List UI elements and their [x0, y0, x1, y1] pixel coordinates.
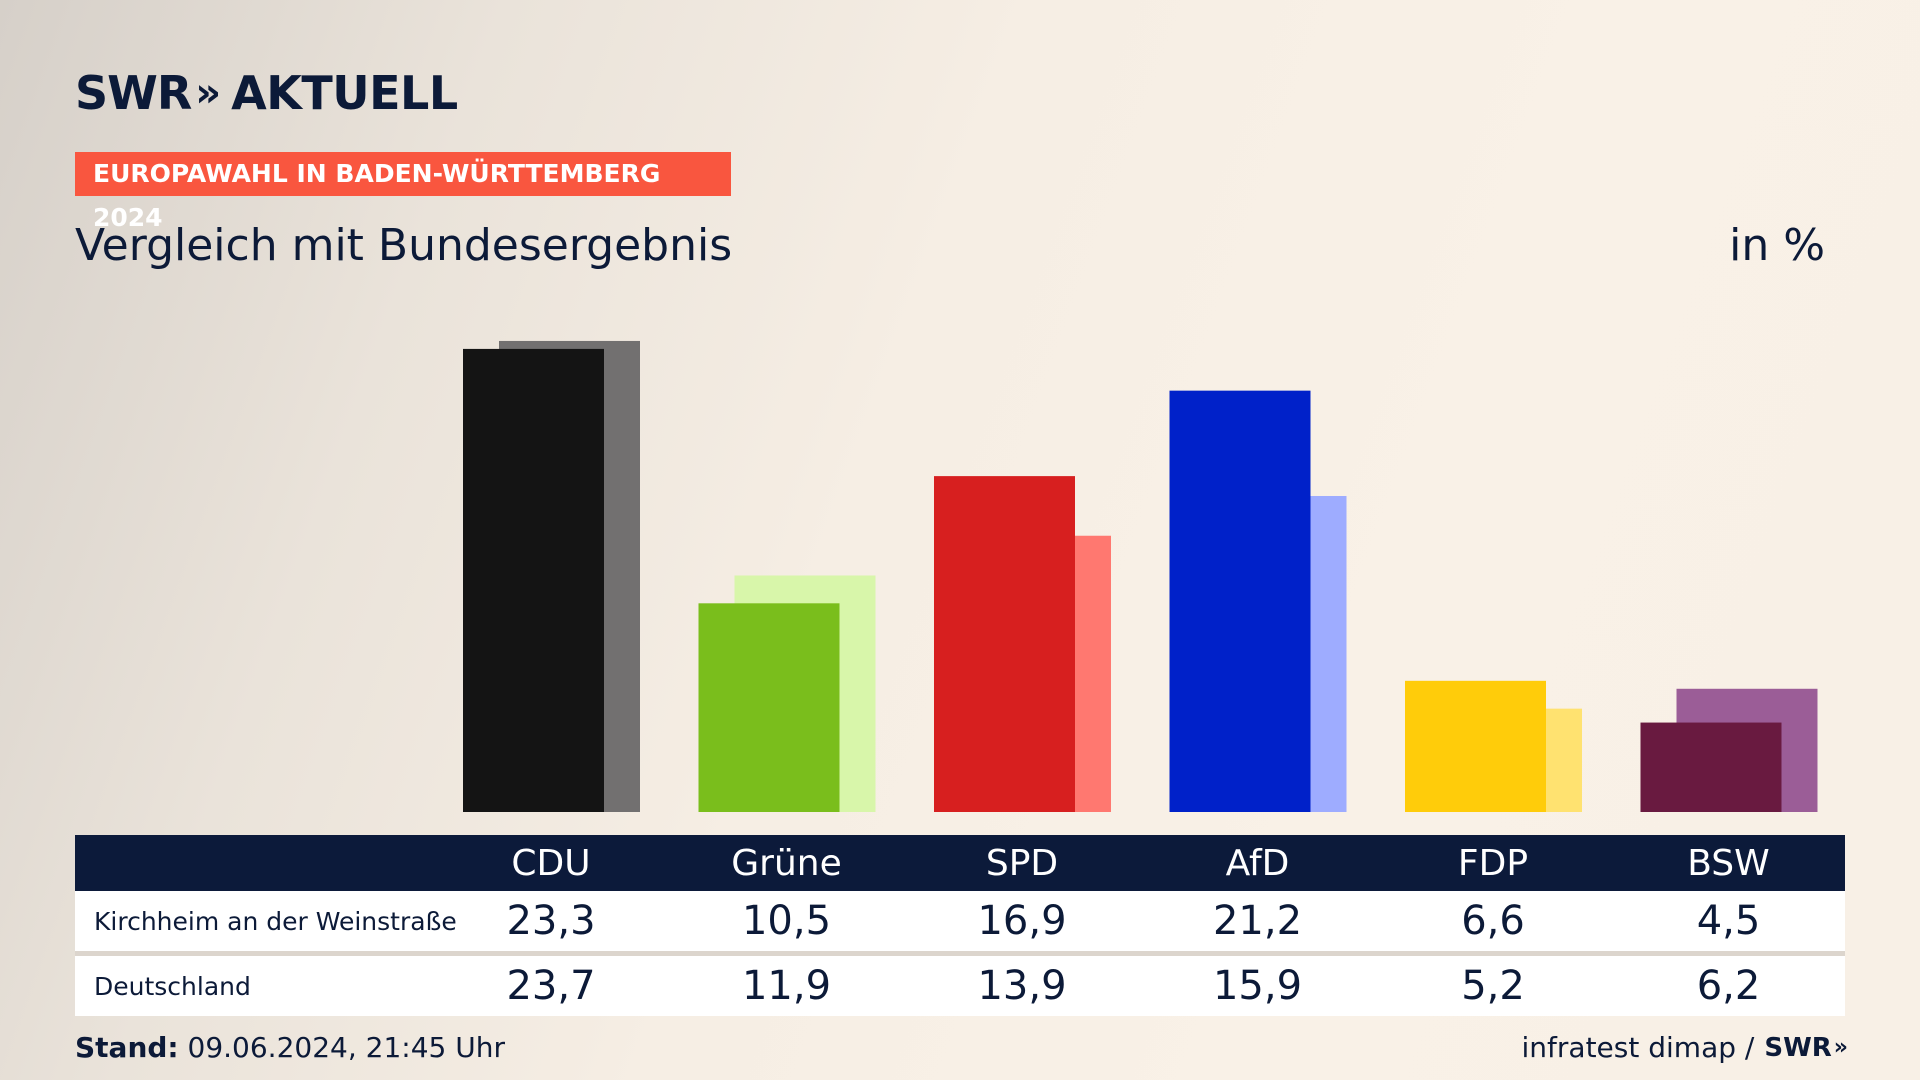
source-arrows-icon: »: [1833, 1035, 1848, 1060]
party-header-cdu: CDU: [511, 842, 591, 884]
national-value-fdp: 5,2: [1461, 963, 1525, 1009]
region-value-fdp: 6,6: [1461, 898, 1525, 944]
region-row-label: Kirchheim an der Weinstraße: [94, 906, 457, 936]
source-brand: SWR: [1764, 1032, 1832, 1063]
bar-region-cdu: [463, 348, 604, 812]
results-table: CDU Grüne SPD AfD FDP BSW Kirchheim an der We…: [75, 835, 1845, 1016]
bar-region-fdp: [1405, 680, 1546, 812]
bar-region-bsw: [1640, 722, 1782, 812]
source-text: infratest dimap /: [1521, 1031, 1755, 1064]
party-header-spd: SPD: [985, 842, 1059, 884]
national-value-grne: 11,9: [741, 963, 832, 1009]
source-credit: infratest dimap / SWR »: [1521, 1031, 1849, 1064]
bar-chart: [463, 340, 1818, 812]
timestamp: Stand: 09.06.2024, 21:45 Uhr: [75, 1031, 505, 1064]
stand-label: Stand:: [75, 1031, 179, 1064]
party-header-afd: AfD: [1225, 842, 1290, 884]
national-value-spd: 13,9: [977, 963, 1067, 1009]
region-value-afd: 21,2: [1212, 898, 1303, 944]
stand-value: 09.06.2024, 21:45 Uhr: [178, 1031, 505, 1064]
unit-label: in %: [1729, 220, 1825, 271]
national-value-cdu: 23,7: [506, 963, 596, 1009]
region-value-grne: 10,5: [741, 898, 832, 944]
national-value-bsw: 6,2: [1696, 963, 1761, 1009]
party-header-fdp: FDP: [1457, 842, 1529, 884]
national-row-label: Deutschland: [94, 971, 251, 1001]
bar-region-spd: [934, 476, 1075, 812]
region-value-bsw: 4,5: [1696, 898, 1761, 944]
bar-region-afd: [1169, 390, 1311, 812]
party-header-row: CDU Grüne SPD AfD FDP BSW: [75, 835, 1845, 891]
region-row: Kirchheim an der Weinstraße 23,3 10,5 16,9…: [75, 891, 1845, 951]
logo-aktuell-text: AKTUELL: [231, 66, 458, 120]
party-header-bsw: BSW: [1687, 842, 1770, 884]
national-value-afd: 15,9: [1212, 963, 1303, 1009]
bar-region-grne: [698, 603, 840, 812]
logo-swr-text: SWR: [75, 66, 192, 120]
chart-headline: Vergleich mit Bundesergebnis: [75, 220, 733, 271]
region-value-cdu: 23,3: [506, 898, 596, 944]
party-header-grne: Grüne: [731, 842, 842, 884]
row-divider: [75, 951, 1845, 956]
swr-aktuell-logo: SWR » AKTUELL: [75, 66, 458, 120]
election-tag: EUROPAWAHL IN BADEN-WÜRTTEMBERG 2024: [75, 152, 731, 232]
region-value-spd: 16,9: [977, 898, 1067, 944]
national-row: Deutschland 23,7 11,9 13,9 15,9 5,2 6,2: [75, 956, 1845, 1016]
